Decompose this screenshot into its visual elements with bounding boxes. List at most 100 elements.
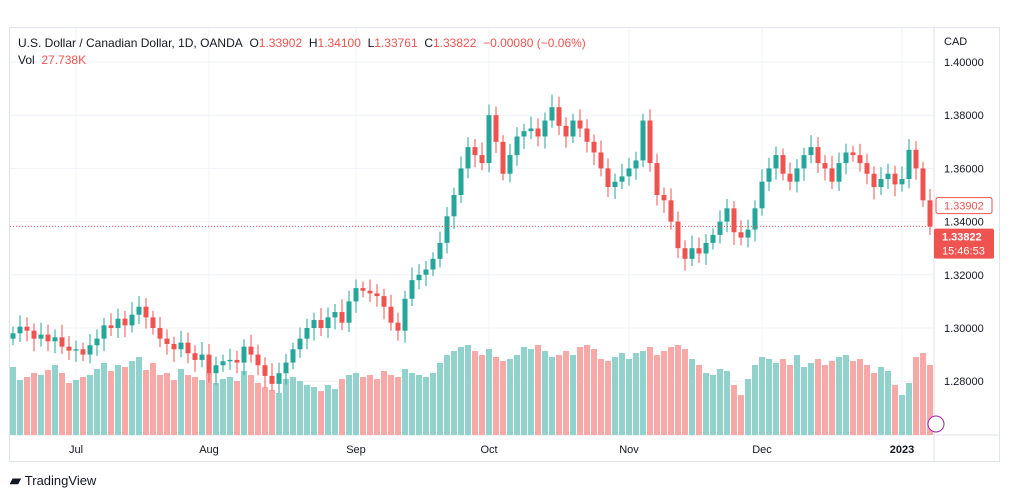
candle-body [570,120,576,137]
volume-bar [164,373,170,435]
chart-legend: U.S. Dollar / Canadian Dollar, 1D, OANDA… [18,35,586,69]
volume-bar [885,371,891,435]
volume-bar [255,383,261,435]
candle-body [500,141,506,174]
volume-bar [815,359,821,435]
candle-body [675,221,681,249]
tradingview-logo[interactable]: ▰ TradingView [10,472,96,489]
candle-body [388,306,394,323]
volume-bar [759,357,765,435]
volume-bar [290,377,296,435]
candle-body [619,176,625,182]
volume-bar [129,361,135,435]
volume-bar [367,375,373,435]
volume-bar [836,357,842,435]
volume-bar [780,359,786,435]
time-tick-label: Nov [619,444,639,456]
volume-bar [647,347,653,435]
volume-bar [500,361,506,435]
candle-body [311,320,317,328]
candle-body [458,168,464,195]
candle-body [612,181,618,188]
volume-bar [556,355,562,435]
volume-bar [521,347,527,435]
volume-bar [269,390,275,435]
volume-bar [605,361,611,435]
volume-bar [864,365,870,435]
candle-body [696,248,702,254]
candle-body [73,349,79,351]
volume-bar [689,359,695,435]
candle-body [178,342,184,350]
price-tick-label: 1.32000 [944,270,984,282]
candle-body [542,120,548,137]
volume-bar [283,379,289,435]
candle-body [255,354,261,366]
volume-bar [913,357,919,435]
volume-bar [703,373,709,435]
volume-bar [227,377,233,435]
candle-body [507,155,513,174]
volume-bar [850,361,856,435]
currency-label: CAD [944,36,967,48]
candle-body [906,149,912,180]
volume-bar [493,357,499,435]
candle-body [584,128,590,142]
volume-bar [766,359,772,435]
candle-body [143,306,149,318]
candle-body [731,208,737,233]
candle-body [87,345,93,355]
close-label: C [424,36,433,50]
volume-bar [696,365,702,435]
candle-body [759,181,765,209]
candle-body [514,136,520,156]
open-label: O [249,36,259,50]
symbol-title[interactable]: U.S. Dollar / Canadian Dollar, 1D, OANDA [18,36,243,50]
volume-bar [829,361,835,435]
candle-body [808,147,814,156]
volume-bar [430,373,436,435]
volume-bar [626,359,632,435]
candle-body [605,168,611,188]
candle-body [563,125,569,137]
volume-bar [773,363,779,435]
candle-body [521,131,527,137]
volume-value: 27.738K [41,53,87,67]
countdown-label: 15:46:53 [942,246,985,258]
candle-body [535,128,541,137]
candle-body [871,173,877,188]
candle-body [31,330,37,339]
volume-bar [416,375,422,435]
volume-bar [381,371,387,435]
candle-body [66,346,72,351]
volume-bar [878,367,884,435]
volume-bar [45,370,51,435]
candle-body [276,373,282,384]
volume-bar [192,377,198,435]
candle-body [836,163,842,182]
volume-bar [808,363,814,435]
chart-frame[interactable] [9,27,1000,462]
candle-body [241,346,247,363]
volume-label: Vol [18,53,35,67]
volume-bar [598,359,604,435]
prev-close-tag [935,197,993,215]
candle-body [10,333,16,339]
event-marker-icon [927,415,945,433]
candle-body [878,179,884,188]
volume-bar [122,367,128,435]
candle-body [724,208,730,222]
price-tick-label: 1.30000 [944,323,984,335]
volume-bar [360,377,366,435]
volume-bar [920,353,926,435]
candle-body [892,173,898,185]
volume-bar [339,379,345,435]
candle-body [38,334,44,339]
volume-bar [276,393,282,435]
candle-body [640,120,646,161]
volume-bar [31,373,37,435]
candle-body [689,248,695,259]
volume-bar [507,359,513,435]
volume-bar [710,375,716,435]
